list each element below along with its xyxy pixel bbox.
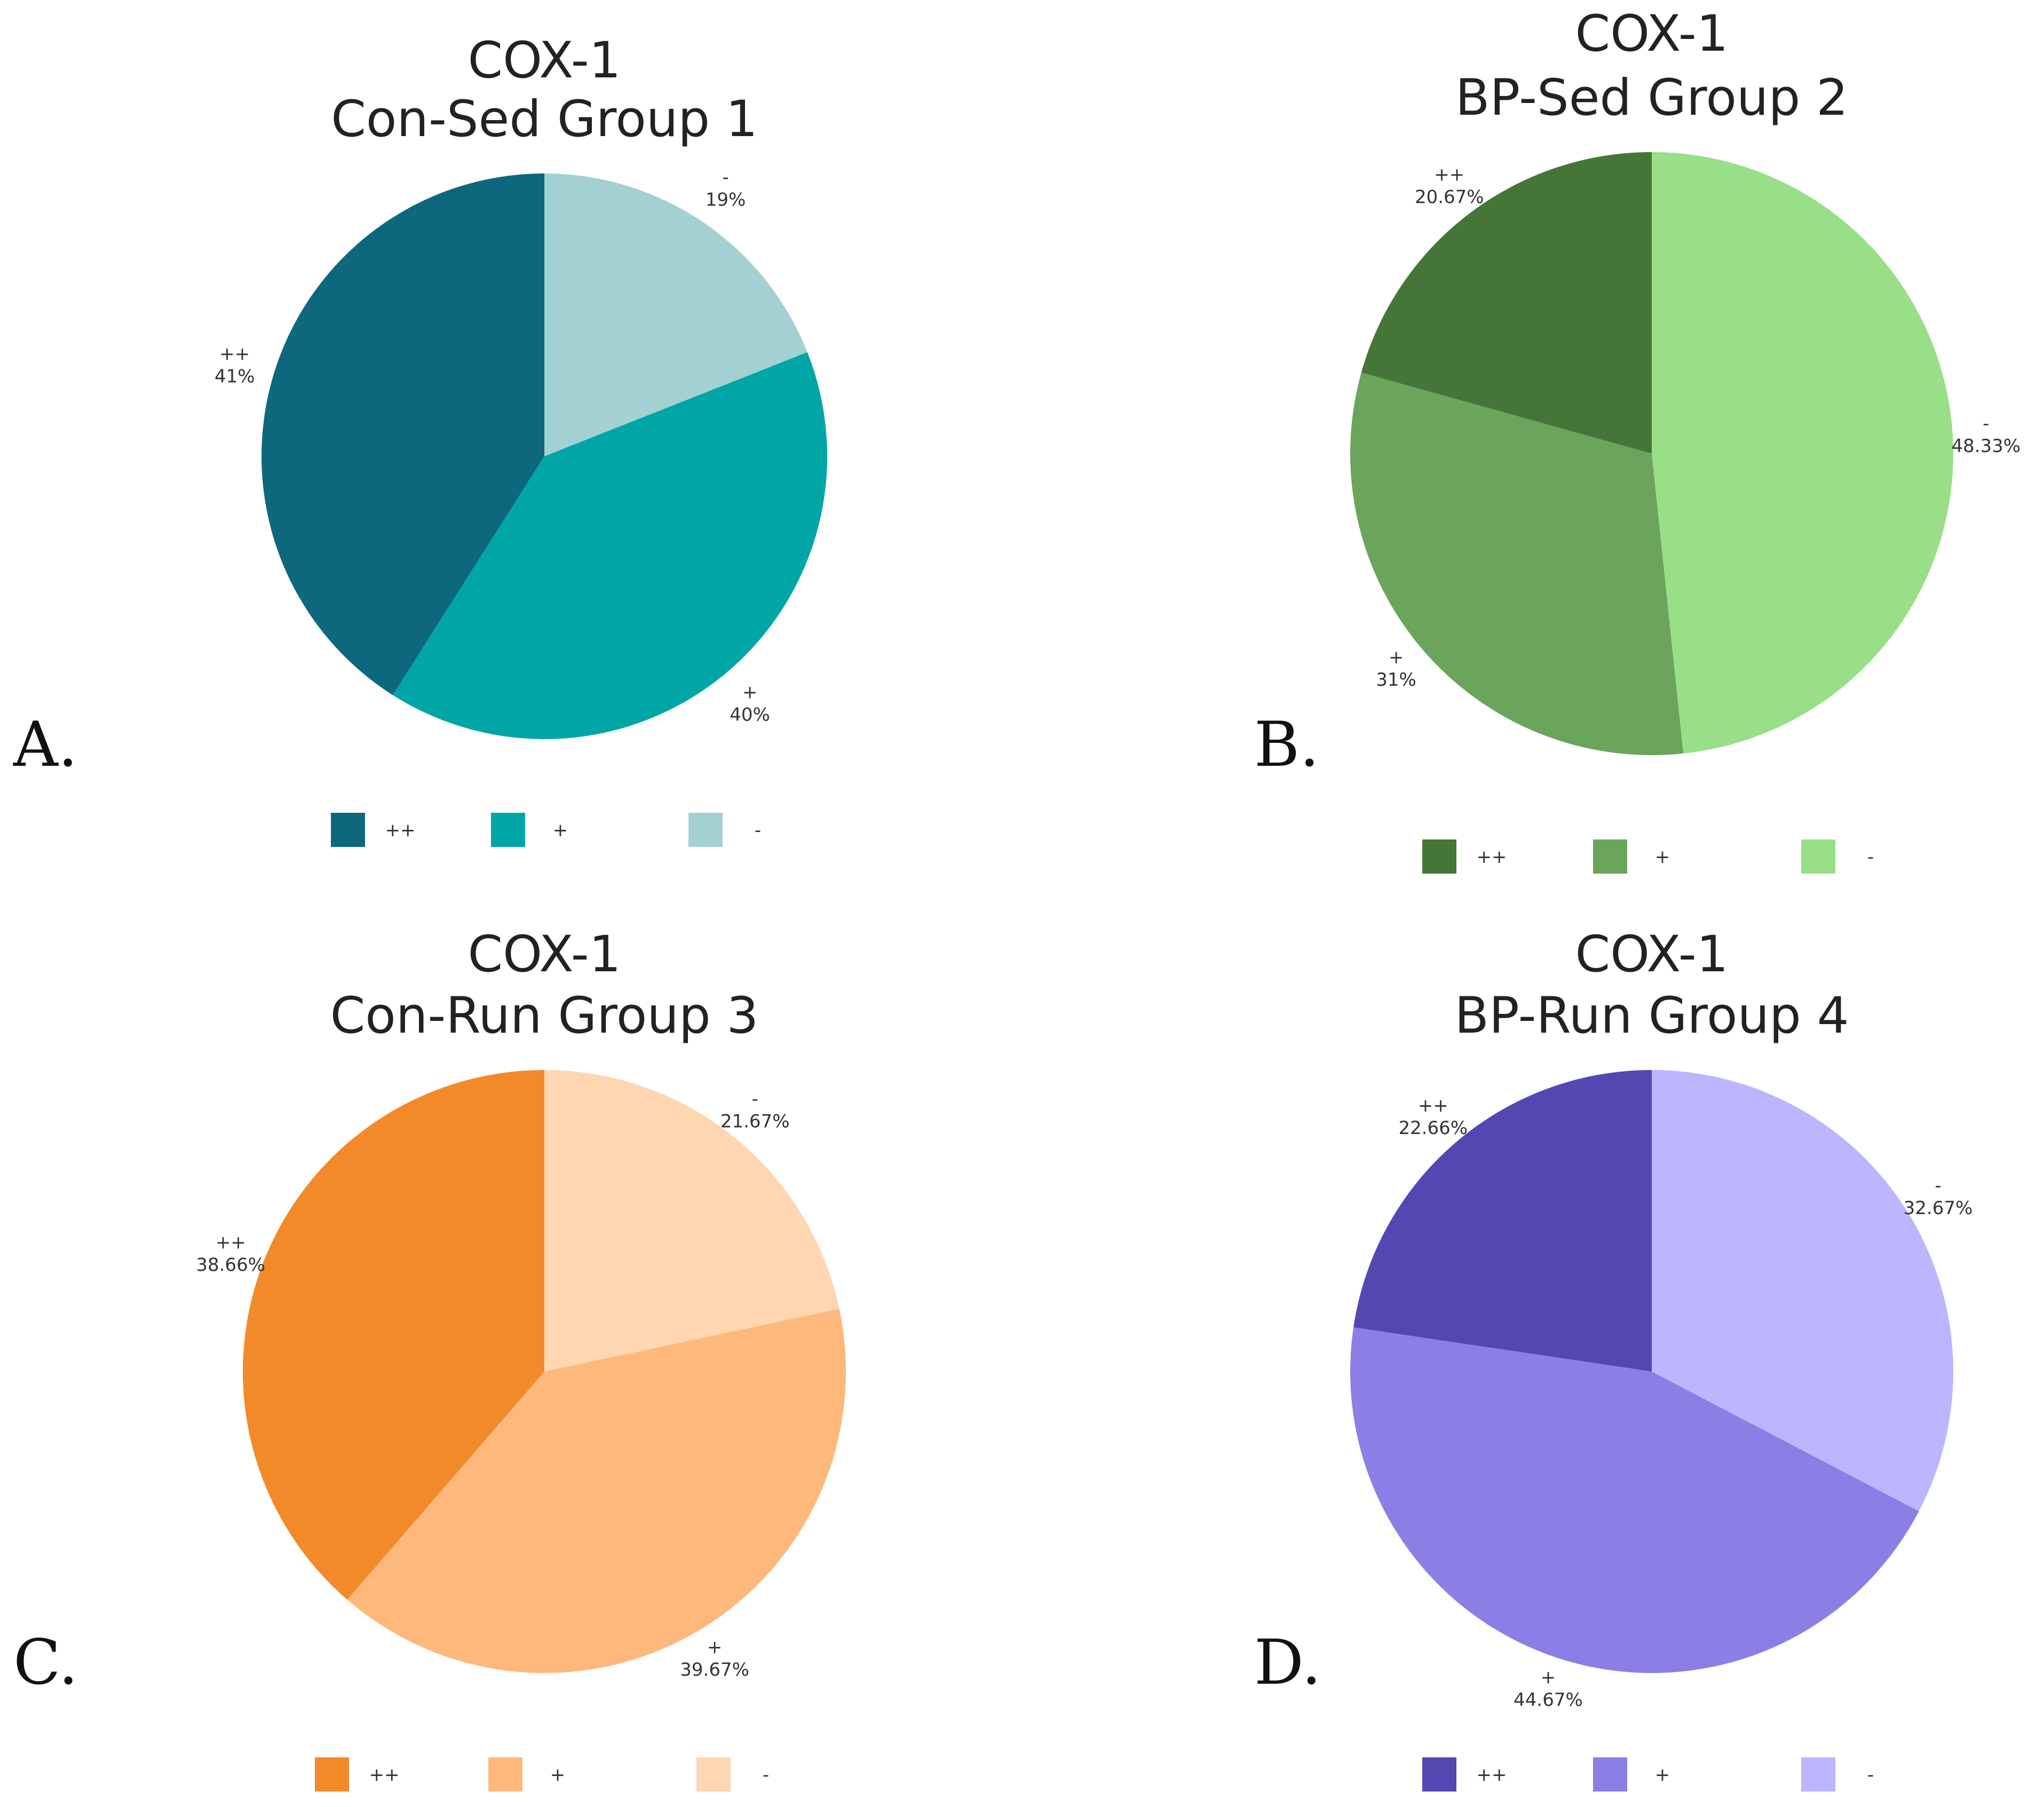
panel-letter: D. <box>1254 1627 1321 1699</box>
chart-subtitle: Con-Sed Group 1 <box>331 90 758 148</box>
legend-swatch <box>696 1757 731 1792</box>
slice-percent-label: 38.66% <box>196 1254 265 1275</box>
legend-swatch <box>1593 1757 1627 1792</box>
slice-percent-label: 41% <box>215 366 255 387</box>
slice-category-label: + <box>1389 647 1404 668</box>
pie-slice <box>1353 1070 1652 1372</box>
slice-category-label: ++ <box>219 343 250 364</box>
chart-title: COX-1 <box>1575 925 1728 984</box>
pie-chart-panel-2: COX-1BP-Sed Group 2B.-48.33%+31%++20.67%… <box>1254 5 2021 874</box>
legend-swatch <box>1422 839 1456 874</box>
pie-slice <box>1361 152 1652 454</box>
pie-slice <box>1652 1070 1954 1511</box>
pie-slice <box>544 173 807 456</box>
legend-swatch <box>331 813 365 847</box>
chart-subtitle: Con-Run Group 3 <box>330 987 759 1045</box>
legend-label: ++ <box>385 820 416 841</box>
legend-label: + <box>1655 846 1670 868</box>
chart-title: COX-1 <box>468 31 621 90</box>
slice-percent-label: 39.67% <box>680 1659 749 1681</box>
slice-percent-label: 32.67% <box>1904 1198 1973 1219</box>
legend-label: ++ <box>369 1764 400 1786</box>
pie-slice <box>262 173 544 695</box>
slice-percent-label: 20.67% <box>1415 187 1484 208</box>
slice-category-label: + <box>707 1637 723 1658</box>
legend-swatch <box>1593 839 1627 874</box>
legend-swatch <box>688 813 723 847</box>
chart-subtitle: BP-Run Group 4 <box>1454 987 1849 1045</box>
legend-label: - <box>763 1764 769 1786</box>
panel-letter: C. <box>13 1627 78 1699</box>
legend-swatch <box>1801 839 1835 874</box>
slice-category-label: - <box>1983 413 1989 434</box>
slice-category-label: - <box>752 1089 758 1110</box>
pie-slice <box>1652 152 1953 754</box>
slice-category-label: ++ <box>1434 164 1464 186</box>
panel-letter: B. <box>1254 709 1319 781</box>
slice-category-label: + <box>742 682 758 703</box>
slice-category-label: - <box>1935 1175 1941 1196</box>
legend-swatch <box>1801 1757 1835 1792</box>
slice-category-label: + <box>1541 1667 1556 1688</box>
pie-slice <box>393 352 827 739</box>
chart-title: COX-1 <box>468 925 621 984</box>
legend-swatch <box>1422 1757 1456 1792</box>
legend-swatch <box>488 1757 522 1792</box>
legend-label: ++ <box>1477 846 1507 868</box>
slice-percent-label: 44.67% <box>1514 1689 1583 1710</box>
slice-category-label: - <box>722 167 728 188</box>
legend-label: ++ <box>1477 1764 1507 1786</box>
panel-letter: A. <box>13 709 78 781</box>
legend-swatch <box>315 1757 349 1792</box>
chart-title: COX-1 <box>1575 5 1728 63</box>
legend-label: + <box>553 820 568 841</box>
slice-percent-label: 40% <box>730 704 770 726</box>
slice-percent-label: 31% <box>1376 669 1416 691</box>
chart-subtitle: BP-Sed Group 2 <box>1455 69 1848 127</box>
legend-label: - <box>1867 846 1874 868</box>
legend-label: - <box>1867 1764 1874 1786</box>
legend-label: + <box>1655 1764 1670 1786</box>
legend-swatch <box>491 813 525 847</box>
pie-slice <box>544 1070 839 1372</box>
slice-percent-label: 21.67% <box>720 1111 790 1132</box>
slice-percent-label: 48.33% <box>1951 435 2021 457</box>
pie-slice <box>1350 1327 1919 1673</box>
pie-slice <box>1350 373 1684 755</box>
slice-percent-label: 19% <box>706 189 746 210</box>
slice-category-label: ++ <box>216 1232 246 1253</box>
slice-percent-label: 22.66% <box>1398 1118 1468 1139</box>
slice-category-label: ++ <box>1418 1095 1448 1116</box>
legend-label: + <box>550 1764 566 1786</box>
legend-label: - <box>755 820 761 841</box>
pie-slice <box>242 1070 544 1600</box>
pie-slice <box>347 1309 846 1674</box>
pie-chart-panel-4: COX-1BP-Run Group 4D.-32.67%+44.67%++22.… <box>1254 925 1972 1792</box>
